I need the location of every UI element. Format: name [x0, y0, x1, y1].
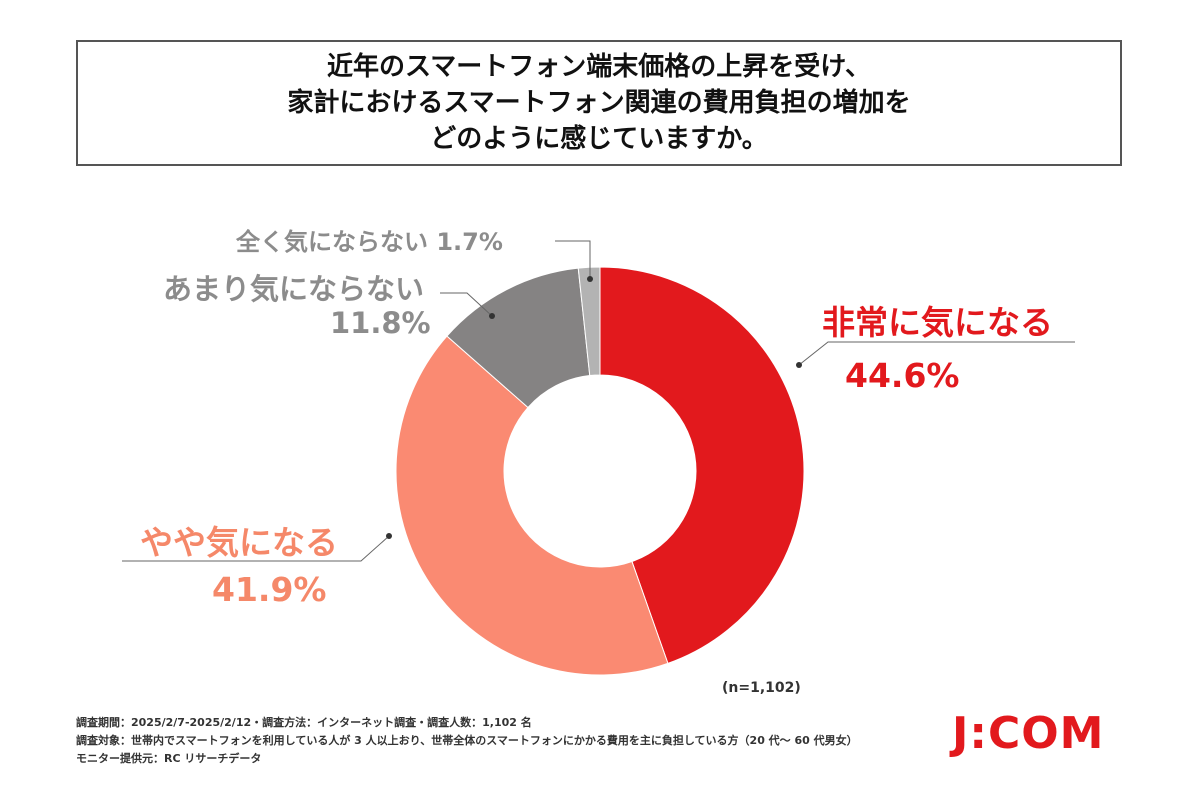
label-notatall: 全く気にならない 1.7%	[236, 228, 503, 256]
leader-very	[798, 341, 1075, 366]
label-somewhat-name: やや気になる	[140, 523, 338, 562]
footnote-provider: モニター提供元：RC リサーチデータ	[76, 752, 262, 765]
title-line-1: 近年のスマートフォン端末価格の上昇を受け、	[327, 52, 871, 82]
leader-very-dot	[796, 362, 802, 368]
jcom-logo: J:COM	[952, 708, 1105, 759]
label-somewhat-value: 41.9%	[212, 570, 327, 609]
leader-somewhat	[122, 535, 390, 562]
slice-very-concerned	[599, 266, 805, 665]
label-very-value: 44.6%	[845, 356, 960, 395]
leader-somewhat-dot	[386, 533, 392, 539]
label-notmuch-name: あまり気にならない	[163, 272, 425, 306]
slice-somewhat-concerned	[395, 335, 669, 676]
leader-notmuch-dot	[489, 313, 495, 319]
leader-notatall-dot	[587, 276, 593, 282]
leader-notatall	[555, 240, 591, 279]
title-line-3: どのように感じていますか。	[430, 124, 768, 154]
label-notmuch-value: 11.8%	[330, 306, 431, 340]
survey-footnote: 調査期間：2025/2/7-2025/2/12・調査方法：インターネット調査・調…	[76, 714, 858, 768]
footnote-period: 調査期間：2025/2/7-2025/2/12・調査方法：インターネット調査・調…	[76, 716, 532, 729]
question-title-box: 近年のスマートフォン端末価格の上昇を受け、 家計におけるスマートフォン関連の費用…	[76, 40, 1122, 166]
title-line-2: 家計におけるスマートフォン関連の費用負担の増加を	[287, 88, 911, 118]
label-very-name: 非常に気になる	[822, 303, 1053, 342]
slice-not-at-all-concerned	[577, 266, 601, 377]
sample-size: (n=1,102)	[722, 680, 801, 696]
footnote-target: 調査対象：世帯内でスマートフォンを利用している人が 3 人以上おり、世帯全体のス…	[76, 734, 858, 747]
leader-notmuch	[440, 292, 493, 317]
